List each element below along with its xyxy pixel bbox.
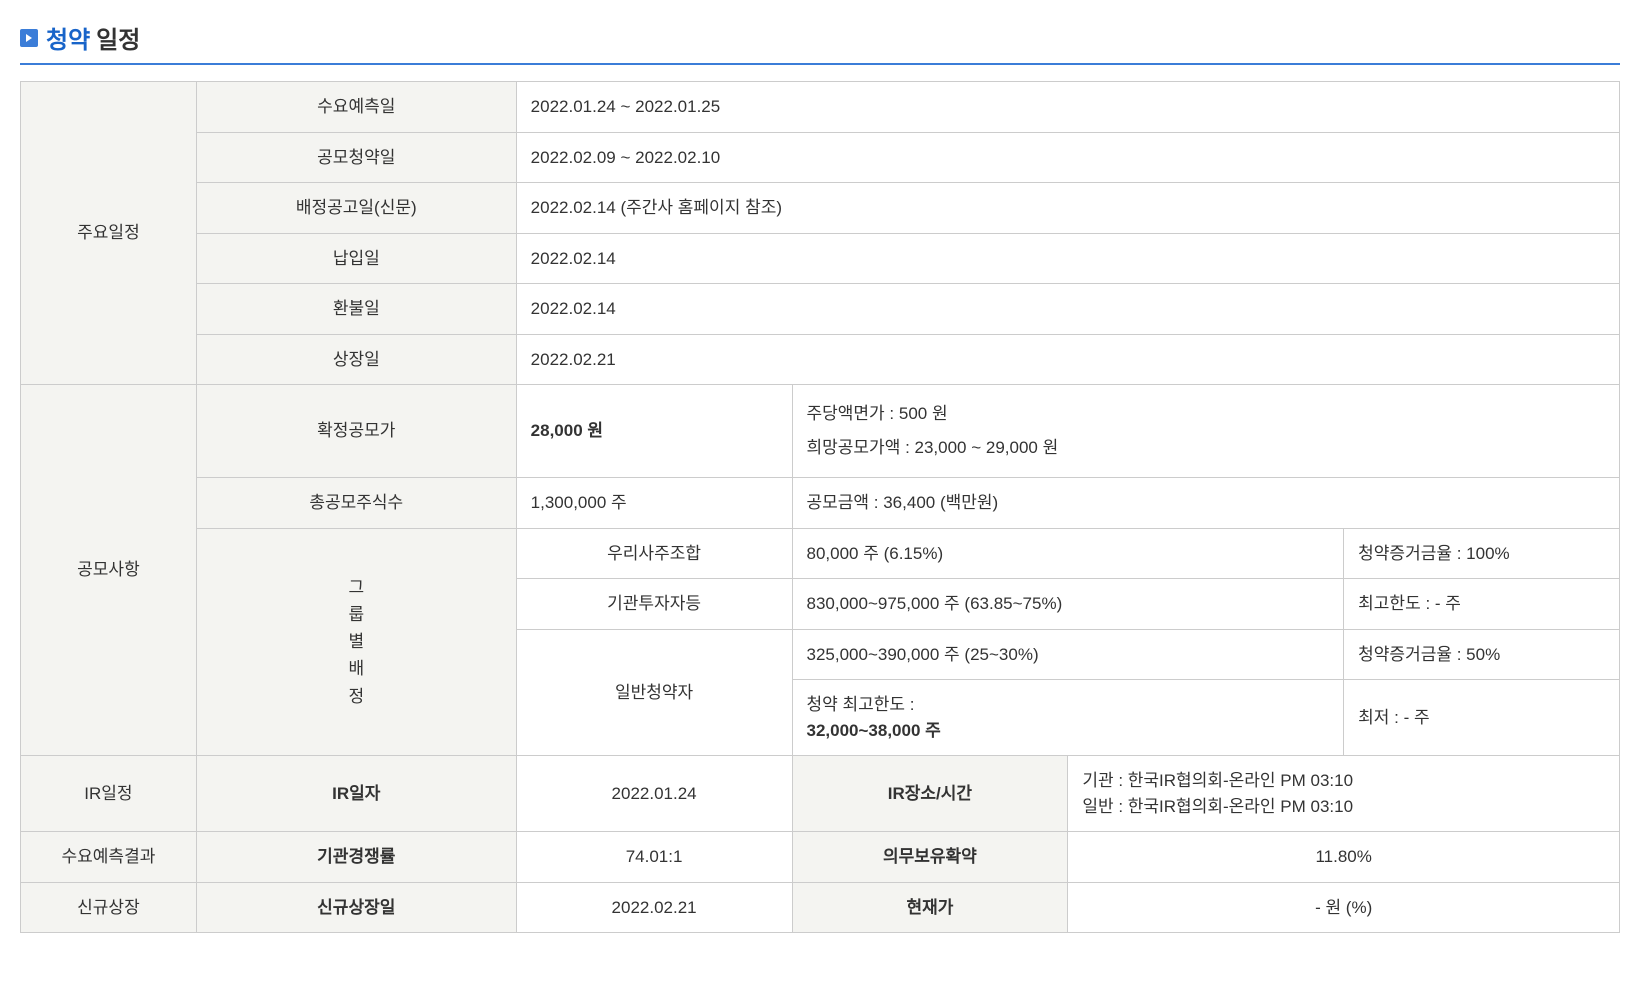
value-cell: 2022.02.14 [516, 233, 1619, 284]
table-row: 그 룹 별 배 정 우리사주조합 80,000 주 (6.15%) 청약증거금율… [21, 528, 1620, 579]
section-title-row: 청약 일정 [20, 20, 1620, 65]
title-main: 청약 [46, 20, 90, 55]
title-sub: 일정 [96, 20, 140, 55]
value-cell: 2022.01.24 [516, 756, 792, 832]
category-cell: 주요일정 [21, 82, 197, 385]
label-cell: 현재가 [792, 882, 1068, 933]
group-shares: 80,000 주 (6.15%) [792, 528, 1344, 579]
label-cell: 공모청약일 [196, 132, 516, 183]
value-cell: 28,000 원 [516, 385, 792, 478]
label-cell: 수요예측일 [196, 82, 516, 133]
table-row: 신규상장 신규상장일 2022.02.21 현재가 - 원 (%) [21, 882, 1620, 933]
group-note: 최고한도 : - 주 [1344, 579, 1620, 630]
label-cell: 배정공고일(신문) [196, 183, 516, 234]
label-cell: 확정공모가 [196, 385, 516, 478]
table-row: 공모청약일 2022.02.09 ~ 2022.02.10 [21, 132, 1620, 183]
label-cell: IR장소/시간 [792, 756, 1068, 832]
table-row: 수요예측결과 기관경쟁률 74.01:1 의무보유확약 11.80% [21, 832, 1620, 883]
label-cell: 환불일 [196, 284, 516, 335]
label-cell: IR일자 [196, 756, 516, 832]
value-cell: 11.80% [1068, 832, 1620, 883]
table-row: 상장일 2022.02.21 [21, 334, 1620, 385]
table-row: 배정공고일(신문) 2022.02.14 (주간사 홈페이지 참조) [21, 183, 1620, 234]
table-row: 주요일정 수요예측일 2022.01.24 ~ 2022.01.25 [21, 82, 1620, 133]
ir-place-2: 일반 : 한국IR협의회-온라인 PM 03:10 [1082, 794, 1605, 820]
schedule-table: 주요일정 수요예측일 2022.01.24 ~ 2022.01.25 공모청약일… [20, 81, 1620, 933]
table-row: IR일정 IR일자 2022.01.24 IR장소/시간 기관 : 한국IR협의… [21, 756, 1620, 832]
group-shares: 325,000~390,000 주 (25~30%) [792, 629, 1344, 680]
group-note: 청약증거금율 : 50% [1344, 629, 1620, 680]
group-name: 일반청약자 [516, 629, 792, 756]
table-row: 환불일 2022.02.14 [21, 284, 1620, 335]
category-cell: 공모사항 [21, 385, 197, 756]
value-cell: 74.01:1 [516, 832, 792, 883]
label-cell: 신규상장일 [196, 882, 516, 933]
value-cell: 기관 : 한국IR협의회-온라인 PM 03:10 일반 : 한국IR협의회-온… [1068, 756, 1620, 832]
category-cell: IR일정 [21, 756, 197, 832]
value-cell: 2022.02.14 (주간사 홈페이지 참조) [516, 183, 1619, 234]
value-cell-extra: 공모금액 : 36,400 (백만원) [792, 478, 1620, 529]
table-row: 납입일 2022.02.14 [21, 233, 1620, 284]
label-cell: 의무보유확약 [792, 832, 1068, 883]
group-note: 청약증거금율 : 100% [1344, 528, 1620, 579]
max-limit-value: 32,000~38,000 주 [807, 721, 941, 740]
group-shares: 청약 최고한도 : 32,000~38,000 주 [792, 680, 1344, 756]
value-cell: 2022.01.24 ~ 2022.01.25 [516, 82, 1619, 133]
ir-place-1: 기관 : 한국IR협의회-온라인 PM 03:10 [1082, 768, 1605, 794]
par-value: 주당액면가 : 500 원 [807, 397, 1606, 431]
value-cell-extra: 주당액면가 : 500 원 희망공모가액 : 23,000 ~ 29,000 원 [792, 385, 1620, 478]
category-cell: 수요예측결과 [21, 832, 197, 883]
group-name: 기관투자자등 [516, 579, 792, 630]
label-cell: 납입일 [196, 233, 516, 284]
group-note: 최저 : - 주 [1344, 680, 1620, 756]
label-cell: 상장일 [196, 334, 516, 385]
max-limit-prefix: 청약 최고한도 : [807, 695, 915, 714]
group-label-cell: 그 룹 별 배 정 [196, 528, 516, 756]
label-cell: 기관경쟁률 [196, 832, 516, 883]
value-cell: 1,300,000 주 [516, 478, 792, 529]
value-cell: 2022.02.21 [516, 882, 792, 933]
table-row: 총공모주식수 1,300,000 주 공모금액 : 36,400 (백만원) [21, 478, 1620, 529]
table-row: 공모사항 확정공모가 28,000 원 주당액면가 : 500 원 희망공모가액… [21, 385, 1620, 478]
value-cell: - 원 (%) [1068, 882, 1620, 933]
category-cell: 신규상장 [21, 882, 197, 933]
group-name: 우리사주조합 [516, 528, 792, 579]
schedule-container: 청약 일정 주요일정 수요예측일 2022.01.24 ~ 2022.01.25… [20, 20, 1620, 933]
hope-price: 희망공모가액 : 23,000 ~ 29,000 원 [807, 431, 1606, 465]
label-cell: 총공모주식수 [196, 478, 516, 529]
value-cell: 2022.02.21 [516, 334, 1619, 385]
value-cell: 2022.02.09 ~ 2022.02.10 [516, 132, 1619, 183]
chevron-right-icon [20, 29, 38, 47]
group-shares: 830,000~975,000 주 (63.85~75%) [792, 579, 1344, 630]
value-cell: 2022.02.14 [516, 284, 1619, 335]
